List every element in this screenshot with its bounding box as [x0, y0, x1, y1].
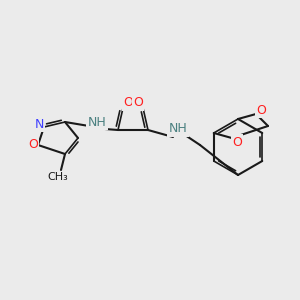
- Text: O: O: [123, 97, 133, 110]
- Text: O: O: [133, 97, 143, 110]
- Text: CH₃: CH₃: [48, 172, 68, 182]
- Text: NH: NH: [169, 122, 188, 136]
- Text: NH: NH: [88, 116, 106, 128]
- Text: O: O: [28, 139, 38, 152]
- Text: O: O: [232, 136, 242, 148]
- Text: N: N: [34, 118, 44, 130]
- Text: O: O: [256, 103, 266, 116]
